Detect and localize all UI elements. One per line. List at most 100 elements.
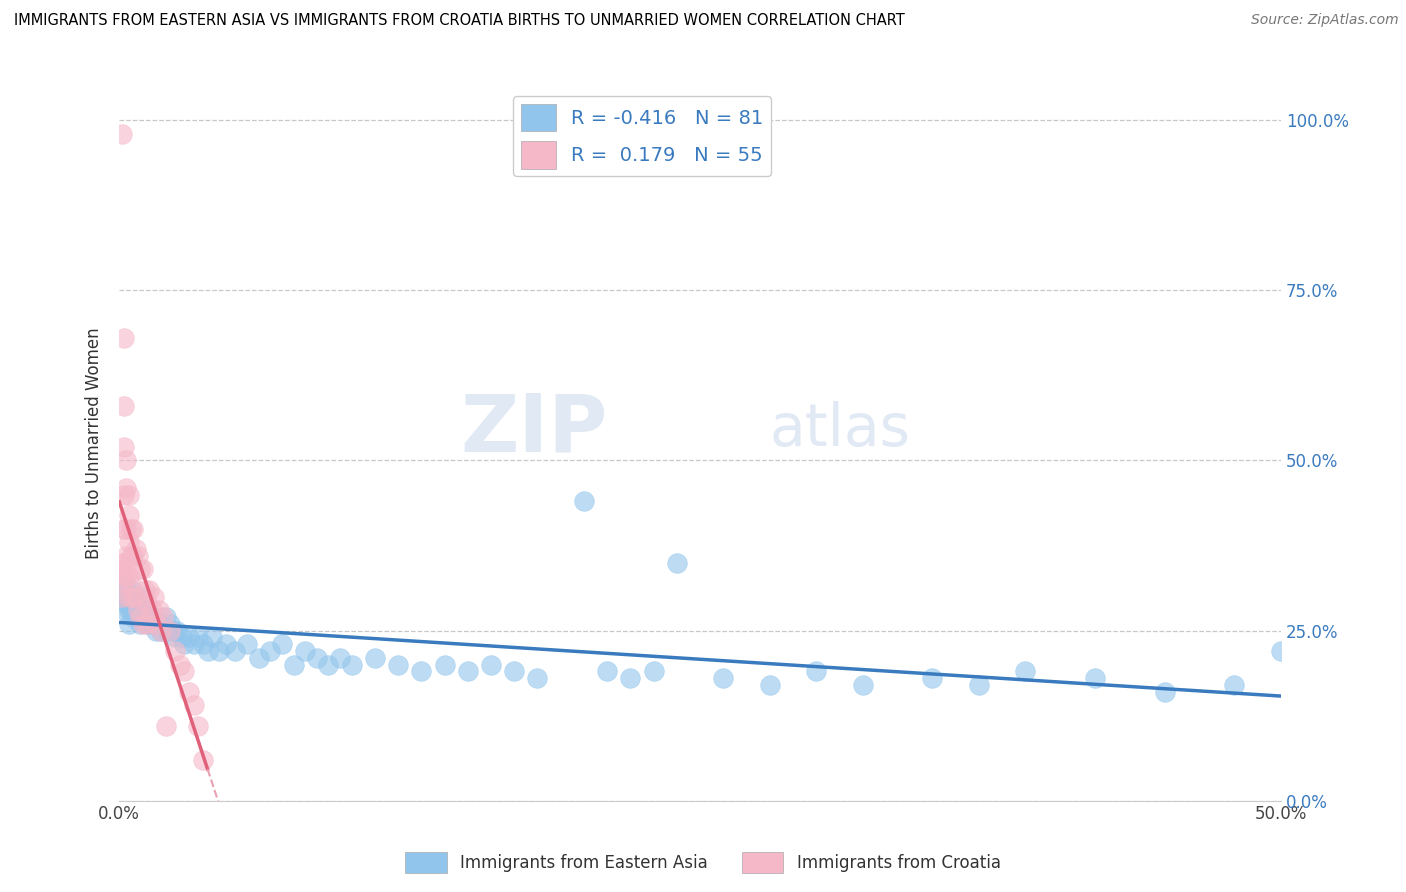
Point [129,562,152,576]
Y-axis label: Births to Unmarried Women: Births to Unmarried Women [86,327,103,559]
Point [122,549,145,563]
Point [110,556,132,570]
Point [145,616,167,631]
Point [479,657,502,672]
Point [1223,678,1246,692]
Point [112,522,135,536]
Point [150,624,173,638]
Point [131,562,153,576]
Point [259,644,281,658]
Point [136,616,159,631]
Point [665,556,688,570]
Point [526,671,548,685]
Point [117,616,139,631]
Point [122,596,145,610]
Point [155,719,177,733]
Point [155,610,177,624]
Point [503,665,526,679]
Point [115,569,138,583]
Point [117,487,139,501]
Point [112,399,135,413]
Point [110,569,132,583]
Point [364,650,387,665]
Point [852,678,875,692]
Point [115,596,138,610]
Point [191,637,214,651]
Point [120,582,142,597]
Point [127,596,149,610]
Point [134,582,156,597]
Point [294,644,316,658]
Point [169,657,191,672]
Point [187,719,209,733]
Point [1153,685,1175,699]
Point [124,541,146,556]
Point [177,685,200,699]
Point [183,637,205,651]
Point [110,127,132,141]
Point [152,610,174,624]
Text: atlas: atlas [769,401,910,458]
Point [387,657,409,672]
Point [110,562,132,576]
Point [236,637,259,651]
Point [136,603,159,617]
Point [131,590,153,604]
Text: IMMIGRANTS FROM EASTERN ASIA VS IMMIGRANTS FROM CROATIA BIRTHS TO UNMARRIED WOME: IMMIGRANTS FROM EASTERN ASIA VS IMMIGRAN… [14,13,905,29]
Point [115,522,138,536]
Point [340,657,363,672]
Point [138,582,160,597]
Point [120,522,142,536]
Point [115,481,138,495]
Point [141,616,163,631]
Point [143,610,166,624]
Point [208,644,231,658]
Point [329,650,352,665]
Point [117,603,139,617]
Point [127,610,149,624]
Point [224,644,246,658]
Point [967,678,990,692]
Point [117,508,139,522]
Point [271,637,294,651]
Point [177,631,200,645]
Point [115,582,138,597]
Point [759,678,782,692]
Point [131,616,153,631]
Point [112,556,135,570]
Point [129,616,152,631]
Point [117,590,139,604]
Point [318,657,340,672]
Point [145,624,167,638]
Point [806,665,828,679]
Point [596,665,619,679]
Point [173,637,195,651]
Point [173,665,195,679]
Point [136,616,159,631]
Point [159,624,181,638]
Point [115,549,138,563]
Point [457,665,479,679]
Point [157,624,180,638]
Point [197,644,219,658]
Point [143,590,166,604]
Point [643,665,665,679]
Point [110,590,132,604]
Point [305,650,328,665]
Point [921,671,943,685]
Point [129,610,152,624]
Legend: R = -0.416   N = 81, R =  0.179   N = 55: R = -0.416 N = 81, R = 0.179 N = 55 [513,96,772,177]
Point [136,596,159,610]
Point [170,631,193,645]
Point [191,753,214,767]
Point [112,603,135,617]
Point [183,698,205,713]
Point [201,631,224,645]
Point [572,494,595,508]
Point [247,650,270,665]
Point [162,624,184,638]
Point [124,603,146,617]
Point [138,610,160,624]
Point [433,657,456,672]
Point [127,549,149,563]
